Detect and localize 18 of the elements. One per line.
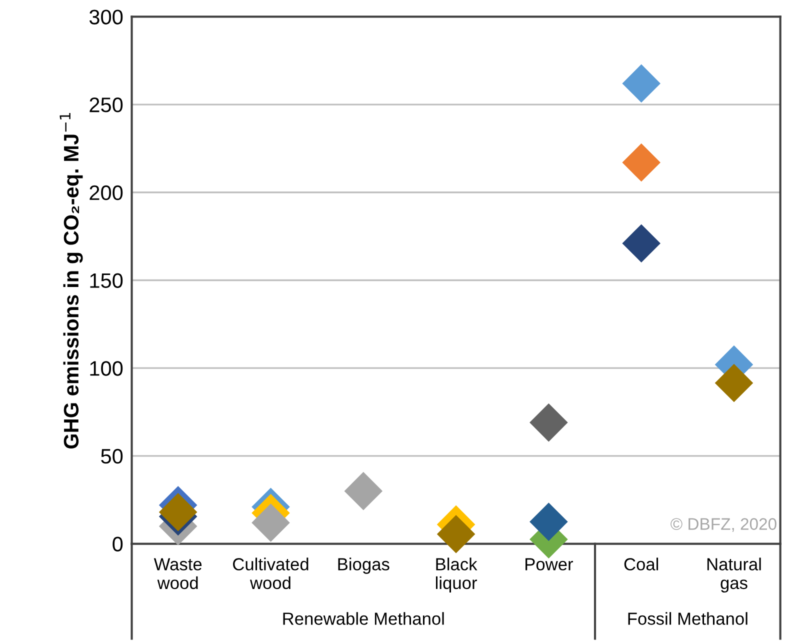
y-tick-label: 250	[90, 98, 123, 112]
y-tick-label: 150	[90, 273, 123, 288]
y-axis-title: GHG emissions in g CO₂-eq. MJ$^{−1}$	[60, 113, 83, 449]
x-tick-label: Waste wood	[154, 558, 202, 590]
y-tick-label: 300	[89, 10, 123, 24]
x-tick-label: Coal	[624, 558, 658, 570]
text: Renewable Methanol	[283, 612, 444, 625]
y-tick-label: 100	[90, 361, 123, 376]
y-tick-label: 50	[101, 448, 123, 464]
y-tick-label: 200	[90, 185, 123, 200]
x-tick-label: Power	[526, 558, 574, 570]
y-tick-label: 0	[112, 536, 123, 552]
text: Fossil Methanol	[628, 612, 748, 625]
x-tick-label: Natural gas	[707, 558, 761, 593]
annotation: © DBFZ, 2020	[670, 518, 776, 532]
x-tick-label: Biogas	[338, 558, 390, 574]
x-tick-label: Black liquor	[436, 558, 478, 593]
x-tick-label: Cultivated wood	[233, 558, 308, 590]
